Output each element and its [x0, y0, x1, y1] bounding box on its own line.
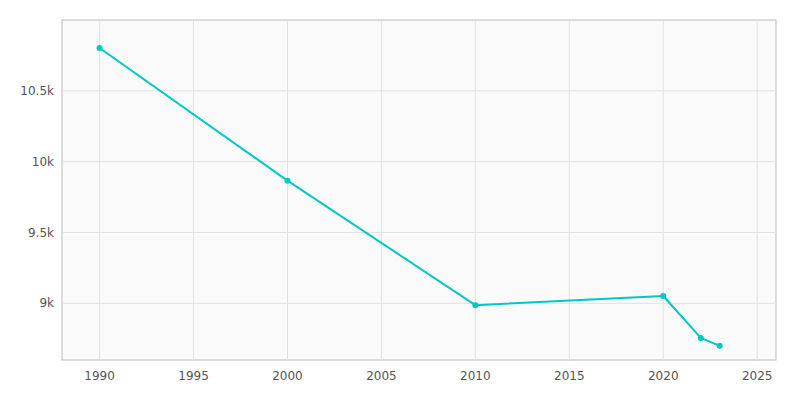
- point: [717, 343, 723, 349]
- chart-container: 1990 1995 2000 2005 2010 2015 2020 2025 9k 9.5k 10…: [0, 0, 800, 400]
- x-tick-label: 2000: [272, 369, 303, 383]
- x-grid-line: [757, 20, 758, 360]
- x-grid-line: [663, 20, 664, 360]
- x-tick-label: 2010: [460, 369, 491, 383]
- x-tick-label: 2005: [366, 369, 397, 383]
- chart: 1990 1995 2000 2005 2010 2015 2020 2025 9k 9.5k 10…: [0, 0, 800, 400]
- x-tick-label: 2020: [648, 369, 679, 383]
- point: [698, 335, 704, 341]
- y-grid-line: [62, 90, 776, 91]
- x-grid-line: [475, 20, 476, 360]
- y-grid-line: [62, 161, 776, 162]
- y-tick-label: 9k: [39, 296, 54, 310]
- y-tick-label: 9.5k: [28, 226, 54, 240]
- x-grid-line: [193, 20, 194, 360]
- x-grid-line: [381, 20, 382, 360]
- point: [472, 302, 478, 308]
- line: [100, 48, 720, 346]
- y-tick-label: 10.5k: [20, 84, 54, 98]
- x-tick-label: 2025: [742, 369, 773, 383]
- y-tick-label: 10k: [32, 155, 54, 169]
- plot-frame: [62, 20, 776, 360]
- x-tick-label: 2015: [554, 369, 585, 383]
- x-tick-label: 1995: [178, 369, 209, 383]
- point: [97, 45, 103, 51]
- point: [660, 293, 666, 299]
- point: [284, 178, 290, 184]
- y-grid-line: [62, 232, 776, 233]
- x-grid-line: [569, 20, 570, 360]
- x-tick-label: 1990: [84, 369, 115, 383]
- grid: [62, 20, 776, 360]
- series: [97, 45, 723, 349]
- x-grid-line: [287, 20, 288, 360]
- x-grid-line: [99, 20, 100, 360]
- axes: 1990 1995 2000 2005 2010 2015 2020 2025 9k 9.5k 10…: [20, 84, 772, 383]
